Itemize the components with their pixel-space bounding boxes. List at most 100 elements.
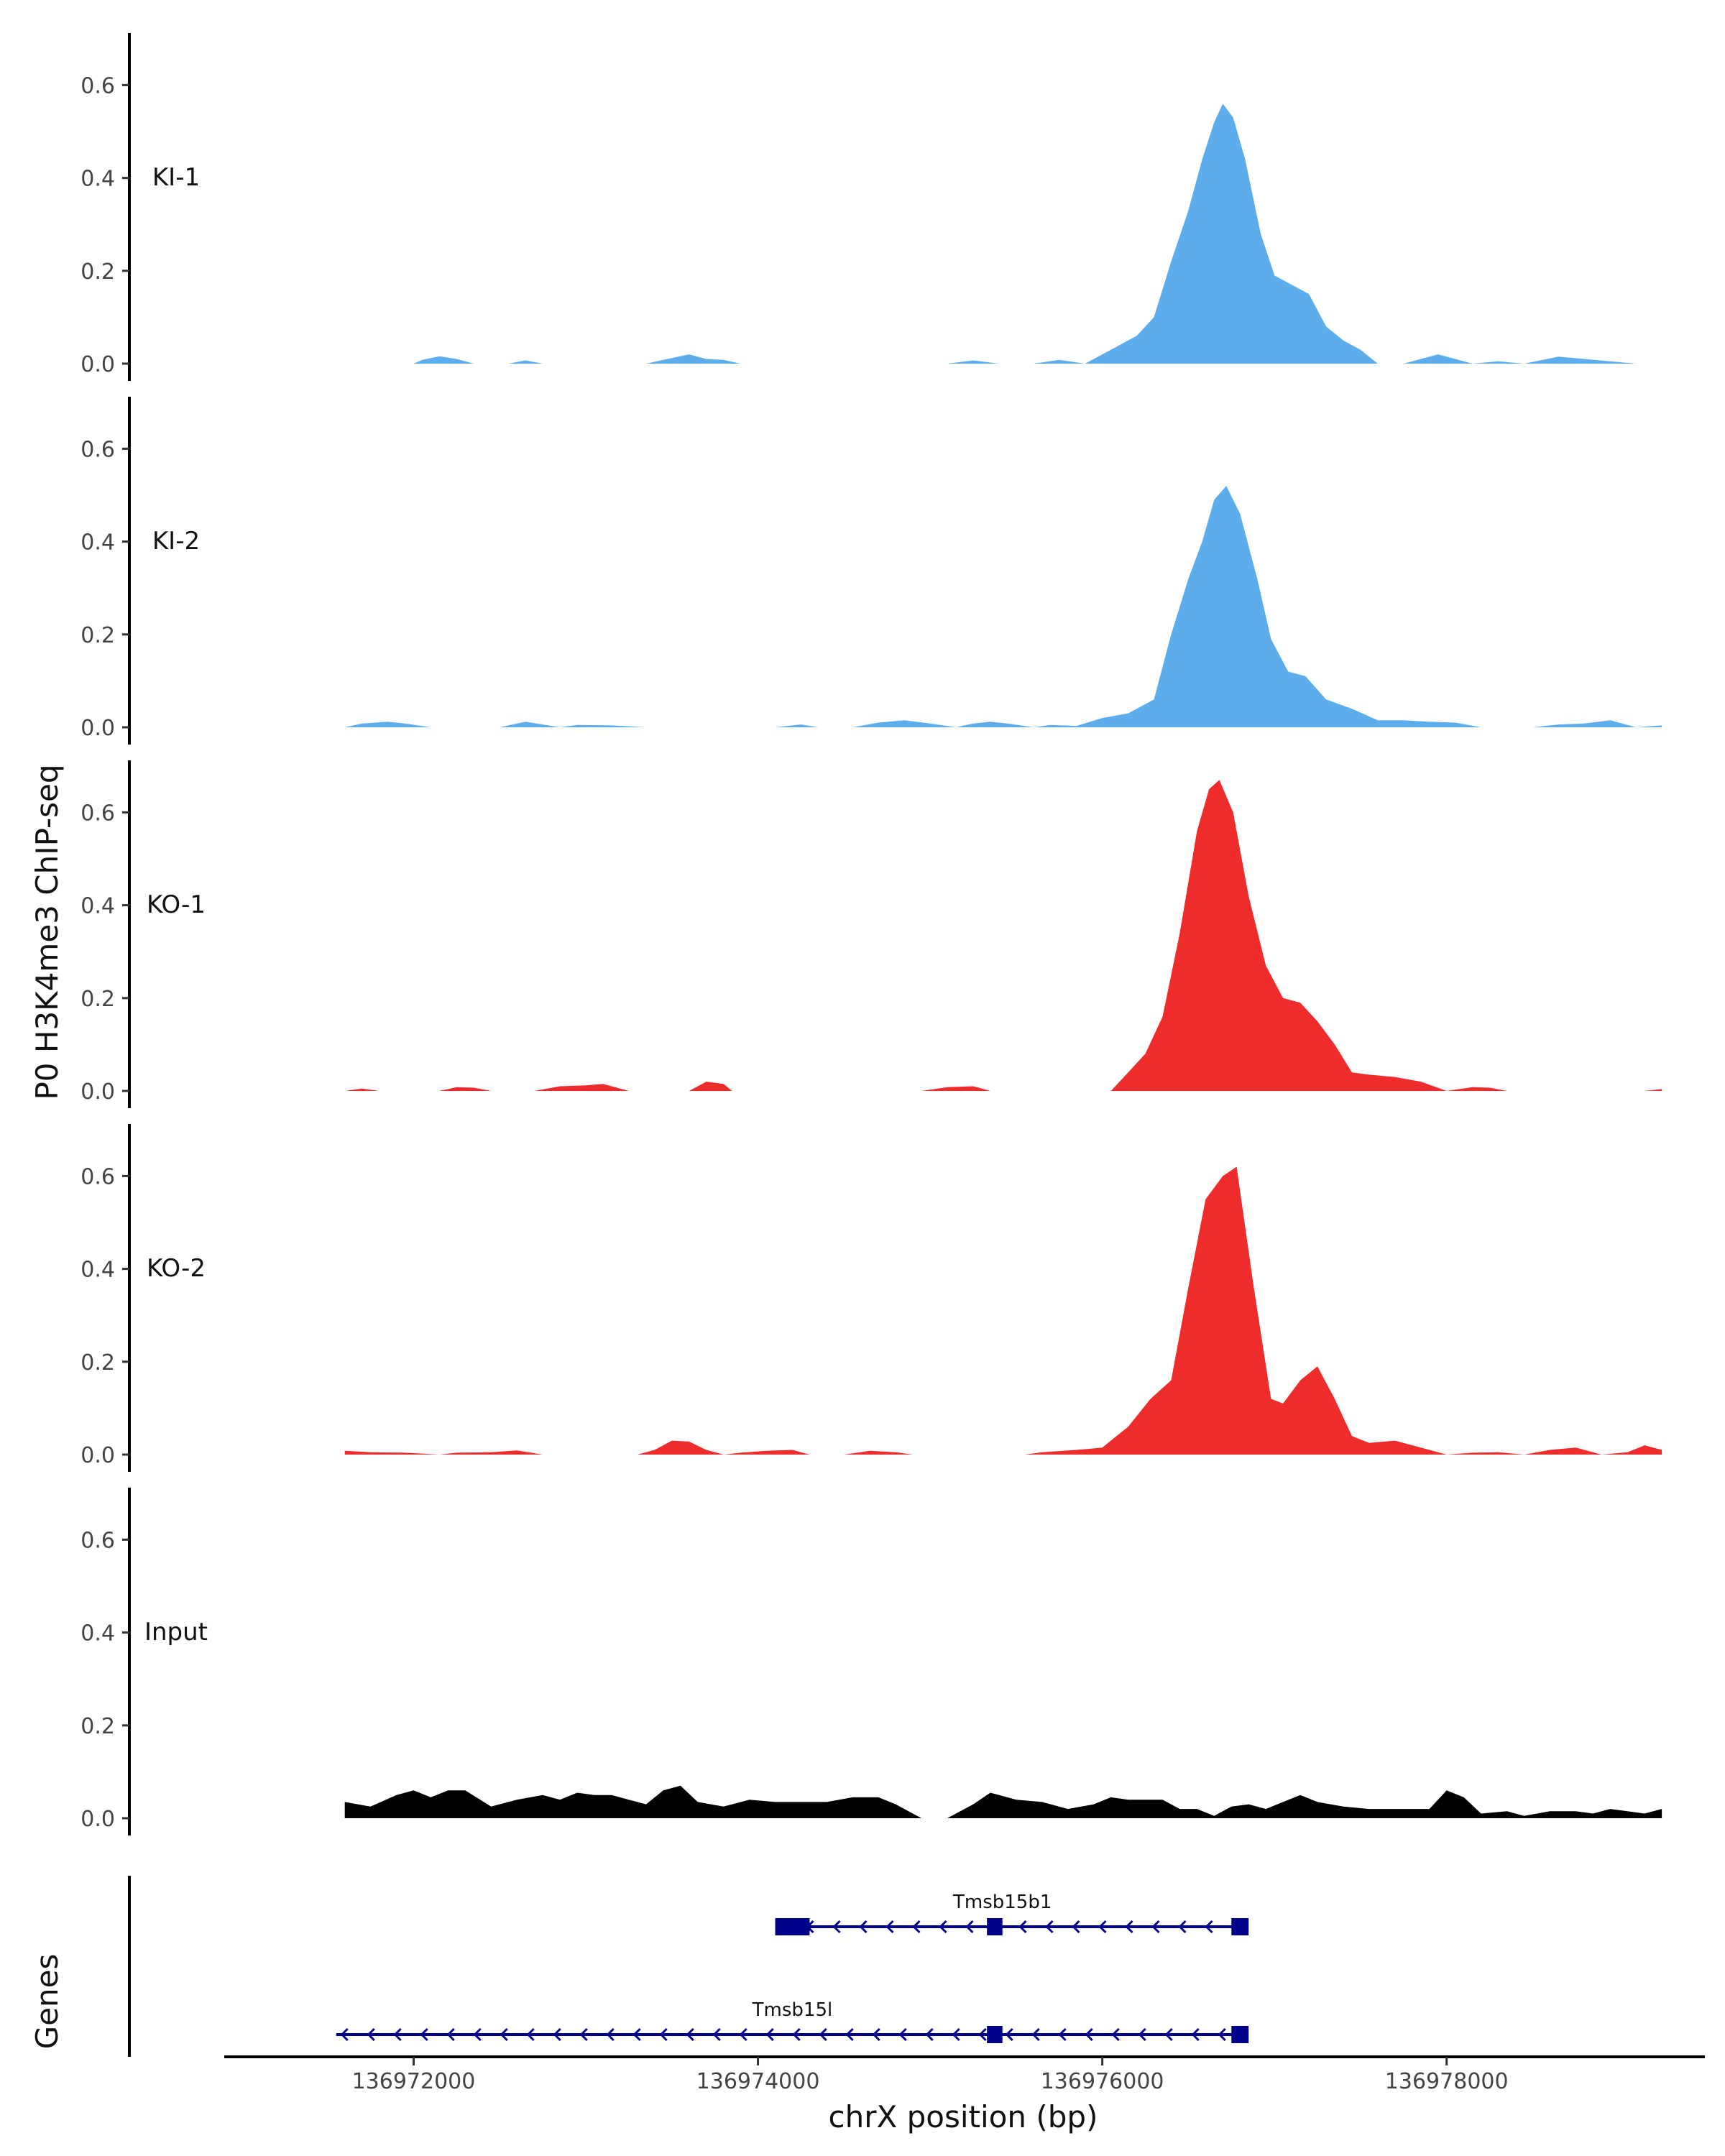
x-axis-title: chrX position (bp) — [829, 2099, 1098, 2134]
track-ko-1: 0.0 0.2 0.4 0.6 KO-1 — [80, 760, 1662, 1108]
gene-exon — [775, 1918, 810, 1935]
strand-arrow — [579, 2027, 588, 2042]
strand-arrow — [898, 2027, 907, 2042]
strand-arrow — [553, 2027, 561, 2042]
gene-exon — [1231, 1918, 1249, 1935]
x-tick-label: 136978000 — [1385, 2069, 1509, 2094]
gene-label: Tmsb15l — [752, 1999, 833, 2021]
strand-arrow — [606, 2027, 615, 2042]
track-label: Input — [144, 1618, 208, 1646]
strand-arrow — [1164, 2027, 1173, 2042]
coverage-area-ki-1 — [413, 103, 1637, 364]
strand-arrow — [1098, 1920, 1107, 1934]
genes-layer: Tmsb15b1 Tmsb15l — [128, 1876, 1249, 2057]
coverage-area-ko-2 — [344, 1166, 1662, 1455]
y-tick-label: 0.0 — [80, 352, 115, 377]
strand-arrow — [473, 2027, 482, 2042]
track-label: KO-1 — [147, 890, 206, 919]
genes-track-title: Genes — [29, 1954, 65, 2050]
strand-arrow — [526, 2027, 535, 2042]
track-ko-2: 0.0 0.2 0.4 0.6 KO-2 — [80, 1124, 1662, 1472]
strand-arrow — [1005, 2027, 1013, 2042]
y-tick-label: 0.0 — [80, 1807, 115, 1832]
x-tick-label: 136974000 — [696, 2069, 820, 2094]
strand-arrow — [632, 2027, 641, 2042]
y-tick-label: 0.4 — [80, 1258, 115, 1283]
strand-arrow — [859, 1920, 868, 1934]
track-label: KI-1 — [152, 163, 200, 192]
strand-arrow — [446, 2027, 455, 2042]
y-tick-label: 0.4 — [80, 530, 115, 556]
strand-arrow — [925, 2027, 934, 2042]
y-tick-label: 0.2 — [80, 1714, 115, 1739]
strand-arrow — [1045, 1920, 1054, 1934]
y-tick-label: 0.4 — [80, 894, 115, 919]
y-tick-label: 0.4 — [80, 167, 115, 192]
gene-label: Tmsb15b1 — [952, 1892, 1052, 1913]
track-label: KI-2 — [152, 527, 200, 556]
strand-arrow — [1205, 1920, 1213, 1934]
y-tick-label: 0.6 — [80, 1164, 115, 1189]
strand-arrow — [978, 2027, 987, 2042]
tracks-layer: 0.00.20.40.6KI-10.00.20.40.6KI-20.00.20.… — [80, 33, 1662, 1835]
strand-arrow — [340, 2027, 349, 2042]
strand-arrow — [845, 2027, 854, 2042]
track-ki-1: 0.0 0.2 0.4 0.6 KI-1 — [80, 33, 1637, 381]
strand-arrow — [420, 2027, 428, 2042]
strand-arrow — [1125, 1920, 1133, 1934]
strand-arrow — [686, 2027, 694, 2042]
strand-arrow — [912, 1920, 921, 1934]
coverage-area-ko-1 — [344, 780, 1662, 1091]
strand-arrow — [1058, 2027, 1067, 2042]
strand-arrow — [1151, 1920, 1160, 1934]
y-tick-label: 0.4 — [80, 1621, 115, 1646]
strand-arrow — [792, 2027, 801, 2042]
y-tick-label: 0.0 — [80, 716, 115, 741]
strand-arrow — [1218, 2027, 1226, 2042]
gene-exon — [987, 1918, 1003, 1935]
gene-exon — [1231, 2026, 1249, 2043]
strand-arrow — [1031, 2027, 1040, 2042]
y-tick-label: 0.6 — [80, 73, 115, 98]
y-tick-label: 0.2 — [80, 1350, 115, 1376]
strand-arrow — [832, 1920, 841, 1934]
y-tick-label: 0.6 — [80, 1528, 115, 1553]
y-tick-label: 0.0 — [80, 1443, 115, 1468]
coverage-area-input — [344, 1785, 1662, 1818]
strand-arrow — [765, 2027, 774, 2042]
strand-arrow — [1191, 2027, 1200, 2042]
y-axis-title: P0 H3K4me3 ChIP-seq — [29, 764, 65, 1100]
strand-arrow — [712, 2027, 721, 2042]
gene-exon — [987, 2026, 1003, 2043]
y-tick-label: 0.0 — [80, 1079, 115, 1105]
y-tick-label: 0.2 — [80, 987, 115, 1012]
strand-arrow — [367, 2027, 375, 2042]
strand-arrow — [1138, 2027, 1146, 2042]
strand-arrow — [939, 1920, 947, 1934]
strand-arrow — [952, 2027, 960, 2042]
strand-arrow — [739, 2027, 748, 2042]
track-input: 0.0 0.2 0.4 0.6 Input — [80, 1488, 1662, 1835]
strand-arrow — [1072, 1920, 1080, 1934]
strand-arrow — [965, 1920, 974, 1934]
x-tick-label: 136972000 — [352, 2069, 476, 2094]
x-axis: 136972000 136974000 136976000 136978000 — [224, 2055, 1705, 2094]
strand-arrow — [393, 2027, 402, 2042]
strand-arrow — [659, 2027, 668, 2042]
y-tick-label: 0.6 — [80, 437, 115, 462]
strand-arrow — [500, 2027, 508, 2042]
gene-tmsb15l: Tmsb15l — [336, 1999, 1249, 2043]
strand-arrow — [1018, 1920, 1027, 1934]
strand-arrow — [819, 2027, 827, 2042]
y-tick-label: 0.2 — [80, 623, 115, 648]
y-tick-label: 0.6 — [80, 801, 115, 826]
strand-arrow — [1111, 2027, 1120, 2042]
x-tick-label: 136976000 — [1041, 2069, 1164, 2094]
strand-arrow — [886, 1920, 894, 1934]
strand-arrow — [872, 2027, 880, 2042]
strand-arrow — [1178, 1920, 1187, 1934]
track-label: KO-2 — [147, 1254, 206, 1283]
y-tick-label: 0.2 — [80, 259, 115, 285]
coverage-area-ki-2 — [344, 486, 1662, 727]
